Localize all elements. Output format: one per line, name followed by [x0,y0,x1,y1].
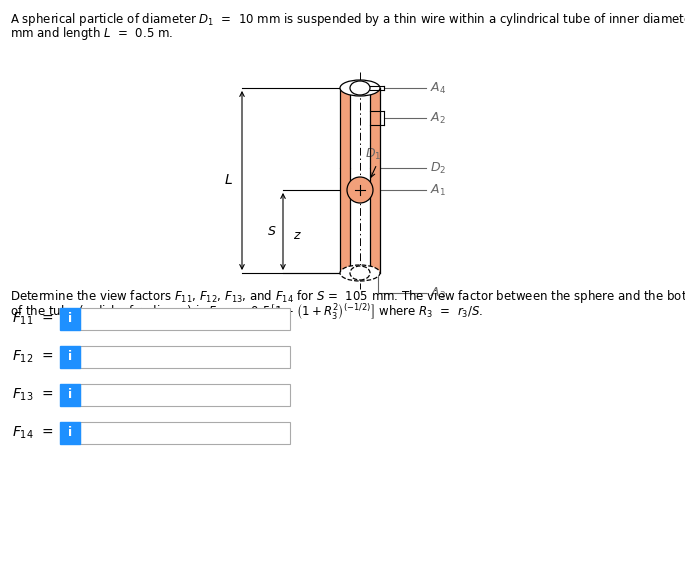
FancyBboxPatch shape [80,308,290,330]
Text: $D_2$: $D_2$ [430,161,446,176]
Ellipse shape [340,265,380,281]
Text: of the tube (a disk of radius $r_3$) is $F_{13}$  =  0.5$\left[1 - \left(1 + R_3: of the tube (a disk of radius $r_3$) is … [10,303,484,323]
Bar [370,88,380,273]
Text: mm and length $L$  =  0.5 m.: mm and length $L$ = 0.5 m. [10,25,173,42]
Text: i: i [68,350,72,364]
FancyBboxPatch shape [60,346,80,368]
Text: $F_{11}$  =: $F_{11}$ = [12,311,53,327]
Text: $A_3$: $A_3$ [430,286,446,301]
Text: i: i [68,313,72,325]
FancyBboxPatch shape [80,422,290,444]
Text: $A_4$: $A_4$ [430,80,446,95]
Text: A spherical particle of diameter $D_1$  =  10 mm is suspended by a thin wire wit: A spherical particle of diameter $D_1$ =… [10,11,685,28]
Text: $S$: $S$ [267,225,277,238]
Text: i: i [68,388,72,402]
Text: $A_1$: $A_1$ [430,183,446,198]
FancyBboxPatch shape [60,384,80,406]
Circle shape [347,177,373,203]
Text: i: i [68,427,72,439]
Bar [340,88,350,273]
FancyBboxPatch shape [80,384,290,406]
FancyBboxPatch shape [60,422,80,444]
FancyBboxPatch shape [60,308,80,330]
Text: $F_{12}$  =: $F_{12}$ = [12,349,53,365]
FancyBboxPatch shape [80,346,290,368]
Text: $L$: $L$ [224,173,233,187]
Text: $D_1$: $D_1$ [365,147,382,162]
Ellipse shape [340,80,380,96]
Text: $F_{14}$  =: $F_{14}$ = [12,425,53,441]
Ellipse shape [350,81,370,95]
Text: $F_{13}$  =: $F_{13}$ = [12,387,53,403]
Text: Determine the view factors $F_{11}$, $F_{12}$, $F_{13}$, and $F_{14}$ for $S$ = : Determine the view factors $F_{11}$, $F_… [10,288,685,305]
Text: $z$: $z$ [293,229,302,242]
Text: $A_2$: $A_2$ [430,110,446,125]
